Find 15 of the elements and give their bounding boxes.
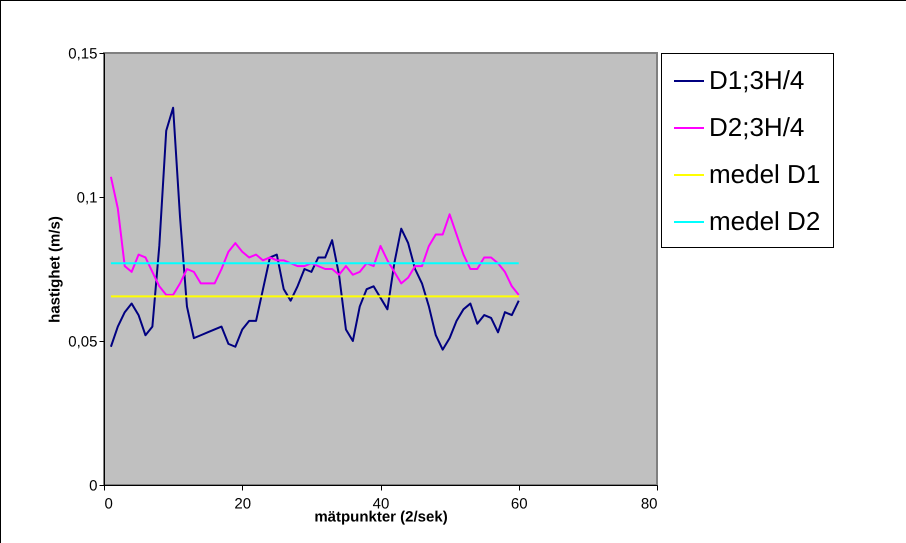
- y-tick-label: 0,15: [68, 46, 98, 62]
- y-tick-label: 0,05: [68, 334, 98, 350]
- legend-label: medel D1: [709, 159, 820, 189]
- x-tick-label: 60: [510, 496, 528, 512]
- line-series: [110, 106, 520, 351]
- y-axis-title: hastighet (m/s): [46, 216, 64, 323]
- legend-label: D2;3H/4: [709, 112, 804, 142]
- x-tick-label: 80: [640, 496, 658, 512]
- x-tick-label: 20: [234, 496, 252, 512]
- y-tick-label: 0: [89, 478, 98, 494]
- legend-label: D1;3H/4: [709, 65, 804, 95]
- line-series: [110, 176, 520, 296]
- x-tick-label: 0: [104, 496, 113, 512]
- legend-label: medel D2: [709, 206, 820, 236]
- y-tick-label: 0,1: [76, 190, 98, 206]
